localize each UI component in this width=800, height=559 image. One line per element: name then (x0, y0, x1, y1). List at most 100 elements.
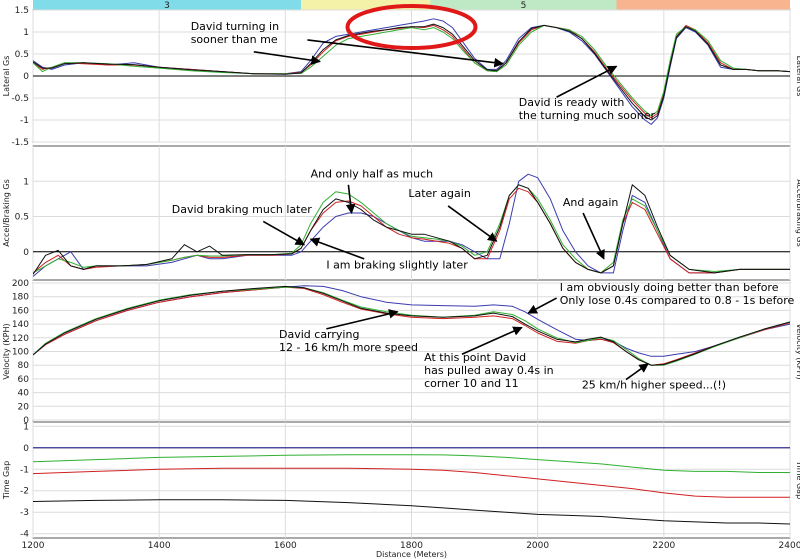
lateral-ytick-6: 1.5 (15, 6, 29, 16)
panel-lateral: -1.5 -1 -0.5 0 0.5 1 1.5 Lateral Gs Lateral Gs (2, 6, 800, 148)
annotation-8-arrow-0 (326, 309, 399, 330)
annotation-10-arrow-0 (625, 363, 649, 381)
velocity-ylabel: Velocity (KPH) (2, 323, 11, 379)
lateral-ylabel-right: Lateral Gs (795, 56, 800, 97)
annotation-10: 25 km/h higher speed...(!) (582, 378, 726, 391)
velocity-ytick-0: 0 (23, 416, 29, 426)
velocity-ytick-10: 200 (12, 279, 29, 289)
annotation-1-line-1: the turning much sooner (519, 109, 656, 122)
panel-accel: 0 0.5 1 Accel/Braking Gs Accel/Braking Gs (2, 145, 800, 281)
velocity-ytick-8: 160 (12, 306, 29, 316)
velocity-series-black (33, 285, 790, 366)
velocity-ytick-2: 40 (18, 389, 30, 399)
annotation-2: And only half as much (311, 168, 434, 181)
velocity-ytick-7: 140 (12, 320, 29, 330)
annotation-0-line-1: sooner than me (191, 33, 278, 46)
timegap-ytick-2: -2 (20, 487, 29, 497)
timegap-xtick-5: 2200 (652, 541, 675, 551)
annotation-7-line-0: I am obviously doing better than before (560, 281, 779, 294)
annotation-0: David turning in sooner than me (191, 20, 279, 46)
annotation-7-line-1: Only lose 0.4s compared to 0.8 - 1s befo… (560, 294, 795, 307)
segment-label-0: 3 (164, 1, 170, 11)
annotation-6-arrow-0 (582, 212, 605, 260)
timegap-xtick-6: 2400 (779, 541, 800, 551)
annotation-3: David braking much later (172, 203, 312, 216)
accel-ytick-2: 1 (23, 177, 29, 187)
accel-series-black (33, 184, 790, 275)
timegap-ylabel-right: Time Gap (795, 460, 800, 499)
timegap-xlabel: Distance (Meters) (376, 550, 447, 559)
annotation-2-line-0: And only half as much (311, 168, 434, 181)
highlight-ellipse (345, 4, 478, 50)
accel-series-blue (33, 173, 790, 277)
lateral-ytick-4: 0.5 (15, 50, 29, 60)
accel-series-green (33, 184, 790, 274)
timegap-ytick-5: 1 (23, 422, 29, 432)
annotation-8-line-0: David carrying (279, 328, 359, 341)
highlight-ellipse-shape (345, 4, 478, 50)
accel-ylabel-right: Accel/Braking Gs (795, 179, 800, 247)
timegap-ytick-1: -3 (20, 508, 29, 518)
segment-3 (616, 0, 790, 10)
timegap-xtick-1: 1400 (148, 541, 171, 551)
lateral-ytick-0: -1.5 (11, 138, 29, 148)
velocity-ytick-4: 80 (18, 361, 30, 371)
annotation-10-line-0: 25 km/h higher speed...(!) (582, 378, 726, 391)
annotation-1: David is ready with the turning much soon… (519, 96, 656, 122)
lateral-ytick-2: -0.5 (11, 94, 29, 104)
lateral-ytick-5: 1 (23, 28, 29, 38)
velocity-series-red (33, 286, 790, 366)
annotation-4-line-0: I am braking slightly later (326, 259, 468, 272)
velocity-ytick-9: 180 (12, 293, 29, 303)
annotation-5-line-0: Later again (408, 187, 470, 200)
annotation-9-line-0: At this point David (424, 351, 526, 364)
annotation-7: I am obviously doing better than before O… (560, 281, 795, 307)
timegap-ytick-0: -4 (20, 530, 29, 540)
annotation-5-arrow-0 (447, 205, 498, 242)
annotation-7-arrow-0 (527, 297, 557, 314)
annotation-1-line-0: David is ready with (519, 96, 625, 109)
annotation-9-line-1: has pulled away 0.4s in (424, 364, 554, 377)
velocity-series-green (33, 286, 790, 366)
lateral-ytick-1: -1 (20, 116, 29, 126)
segment-1 (301, 0, 431, 10)
timegap-ylabel: Time Gap (2, 461, 11, 500)
annotation-3-arrow-0 (262, 220, 306, 246)
annotation-2-arrow-0 (345, 184, 356, 214)
segment-label-2: 5 (521, 1, 527, 11)
timegap-xtick-3: 1800 (400, 541, 423, 551)
velocity-ytick-5: 100 (12, 348, 29, 358)
annotation-4-arrow-0 (309, 237, 365, 260)
lateral-ytick-3: 0 (23, 72, 29, 82)
timegap-series-red (33, 467, 790, 498)
timegap-series-black (33, 499, 790, 525)
timegap-ytick-4: 0 (23, 444, 29, 454)
annotation-9-arrow-0 (461, 326, 523, 355)
timegap-xtick-4: 2000 (526, 541, 549, 551)
velocity-ylabel-right: Velocity (KPH) (795, 323, 800, 379)
accel-ytick-1: 0.5 (15, 213, 29, 223)
timegap-xtick-0: 1200 (22, 541, 45, 551)
annotation-5: Later again (408, 187, 470, 200)
timegap-series-green (33, 454, 790, 473)
lateral-series-green (33, 24, 790, 117)
velocity-ytick-3: 60 (18, 375, 30, 385)
annotation-3-line-0: David braking much later (172, 203, 312, 216)
velocity-ytick-6: 120 (12, 334, 29, 344)
annotation-9-line-2: corner 10 and 11 (424, 377, 519, 390)
annotation-8: David carrying 12 - 16 km/h more speed (279, 328, 418, 354)
annotation-8-line-1: 12 - 16 km/h more speed (279, 341, 418, 354)
segment-2 (430, 0, 617, 10)
timegap-ytick-3: -1 (20, 465, 29, 475)
panel-timegap: -4 -3 -2 -1 0 1 Time Gap Time Gap 1200 1400 1600 18… (2, 421, 800, 559)
panel-velocity: 0 20 40 60 80 100 120 140 160 180 200 Velocity (KPH… (2, 279, 800, 426)
accel-ylabel: Accel/Braking Gs (2, 179, 11, 247)
annotation-0-arrow-0 (253, 51, 321, 65)
accel-ytick-0: 0 (23, 248, 29, 258)
annotation-0-arrow-1 (307, 39, 504, 68)
segment-0 (33, 0, 302, 10)
velocity-ytick-1: 20 (18, 402, 30, 412)
